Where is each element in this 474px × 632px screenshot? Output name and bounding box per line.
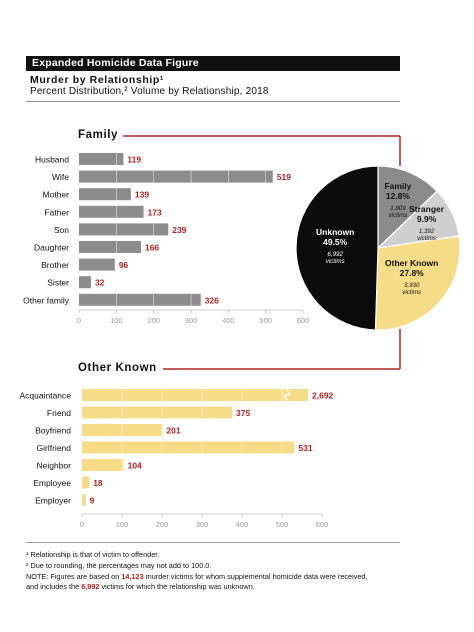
- other-known-category-label: Friend: [47, 408, 71, 418]
- family-section-title: Family: [78, 129, 119, 141]
- other-known-x-tick-label: 500: [276, 520, 289, 529]
- pie-slice-unknown: [295, 165, 379, 331]
- figure-title: Murder by Relationship¹: [30, 74, 164, 86]
- other-known-section-title: Other Known: [78, 362, 157, 374]
- other-known-value-label: 375: [236, 408, 250, 418]
- pie-other-known-unit: victims: [402, 289, 421, 296]
- other-known-value-label: 104: [128, 461, 142, 471]
- footnotes: ¹ Relationship is that of victim to offe…: [26, 550, 426, 593]
- family-bar: [79, 241, 141, 253]
- pie-other-known-name: Other Known: [385, 258, 438, 268]
- other-known-category-label: Girlfriend: [37, 443, 72, 453]
- other-known-x-tick-label: 200: [156, 520, 169, 529]
- family-bar: [79, 223, 169, 236]
- family-x-tick-label: 0: [77, 316, 81, 325]
- top-rule: [26, 101, 400, 102]
- pie-family-name: Family: [384, 181, 411, 191]
- family-category-label: Husband: [35, 155, 69, 165]
- pie-stranger-count: 1,392: [419, 228, 435, 235]
- family-bar: [79, 293, 201, 306]
- footnote-1: ¹ Relationship is that of victim to offe…: [26, 550, 160, 559]
- family-value-label: 239: [172, 225, 186, 235]
- pie-family-percent: 12.8%: [386, 191, 411, 201]
- family-bar: [79, 188, 131, 201]
- family-category-label: Daughter: [34, 243, 69, 253]
- other-known-value-label: 18: [93, 478, 103, 488]
- pie-other-known-percent: 27.8%: [400, 268, 425, 278]
- other-known-category-label: Neighbor: [37, 461, 72, 471]
- footnote-4: and includes the 6,992 victims for which…: [26, 582, 255, 592]
- other-known-bar: [82, 441, 295, 454]
- family-bar: [79, 170, 273, 183]
- family-value-label: 519: [277, 172, 291, 182]
- pie-slice-other-known: [374, 235, 461, 331]
- pie-stranger-name: Stranger: [409, 204, 445, 214]
- other-known-bar: [82, 494, 86, 506]
- other-known-bar: [82, 389, 308, 401]
- family-value-label: 32: [95, 278, 105, 288]
- other-known-axis-break: [282, 388, 292, 402]
- family-value-label: 139: [135, 190, 149, 200]
- other-known-value-label: 9: [90, 496, 95, 506]
- family-bar: [79, 153, 124, 165]
- pie-unknown-name: Unknown: [316, 227, 354, 237]
- family-bar: [79, 205, 144, 218]
- pie-unknown-percent: 49.5%: [323, 237, 348, 247]
- family-category-label: Brother: [41, 260, 69, 270]
- other-known-category-label: Employee: [33, 478, 71, 488]
- figure-banner: Expanded Homicide Data Figure: [26, 56, 400, 71]
- other-known-value-label: 531: [298, 443, 312, 453]
- footnote-3: NOTE: Figures are based on 14,123 murder…: [26, 571, 368, 581]
- family-category-label: Son: [54, 225, 69, 235]
- bottom-rule: [26, 542, 400, 543]
- family-x-tick-label: 600: [297, 316, 310, 325]
- family-x-tick-label: 100: [110, 316, 123, 325]
- other-known-category-label: Acquaintance: [19, 391, 71, 401]
- other-known-bar: [82, 406, 232, 419]
- family-value-label: 119: [127, 155, 141, 165]
- family-category-label: Sister: [47, 278, 69, 288]
- pie-unknown-count: 6,992: [327, 251, 343, 258]
- family-bar: [79, 276, 91, 289]
- other-known-x-tick-label: 0: [80, 520, 84, 529]
- other-known-bar: [82, 476, 90, 489]
- other-known-value-label: 201: [166, 426, 180, 436]
- family-category-label: Father: [44, 207, 69, 217]
- pie-family-unit: victims: [388, 212, 407, 219]
- pie-slice-family: [377, 165, 438, 250]
- pie-unknown-unit: victims: [326, 258, 345, 265]
- family-value-label: 326: [205, 295, 219, 305]
- family-category-label: Wife: [52, 172, 69, 182]
- family-category-label: Other family: [23, 295, 70, 305]
- family-x-tick-label: 300: [185, 316, 198, 325]
- other-known-bar: [82, 459, 124, 471]
- family-value-label: 173: [148, 207, 162, 217]
- family-bar: [79, 258, 115, 271]
- family-value-label: 166: [145, 243, 159, 253]
- other-known-x-tick-label: 100: [116, 520, 129, 529]
- pie-stranger-percent: 9.9%: [417, 214, 437, 224]
- other-known-category-label: Employer: [35, 496, 71, 506]
- other-known-x-tick-label: 300: [196, 520, 209, 529]
- family-x-tick-label: 500: [259, 316, 272, 325]
- other-known-category-label: Boyfriend: [35, 426, 71, 436]
- family-x-tick-label: 400: [222, 316, 235, 325]
- family-category-label: Mother: [43, 190, 70, 200]
- pie-other-known-count: 3,930: [404, 282, 420, 289]
- pie-stranger-unit: victims: [417, 235, 436, 242]
- other-known-x-tick-label: 600: [316, 520, 329, 529]
- figure-subtitle: Percent Distribution,² Volume by Relatio…: [30, 86, 269, 97]
- family-value-label: 96: [119, 260, 129, 270]
- pie-family-count: 1,809: [390, 205, 406, 212]
- family-x-tick-label: 200: [147, 316, 160, 325]
- other-known-x-tick-label: 400: [236, 520, 249, 529]
- footnote-2: ² Due to rounding, the percentages may n…: [26, 560, 212, 570]
- other-known-value-label: 2,692: [312, 391, 334, 401]
